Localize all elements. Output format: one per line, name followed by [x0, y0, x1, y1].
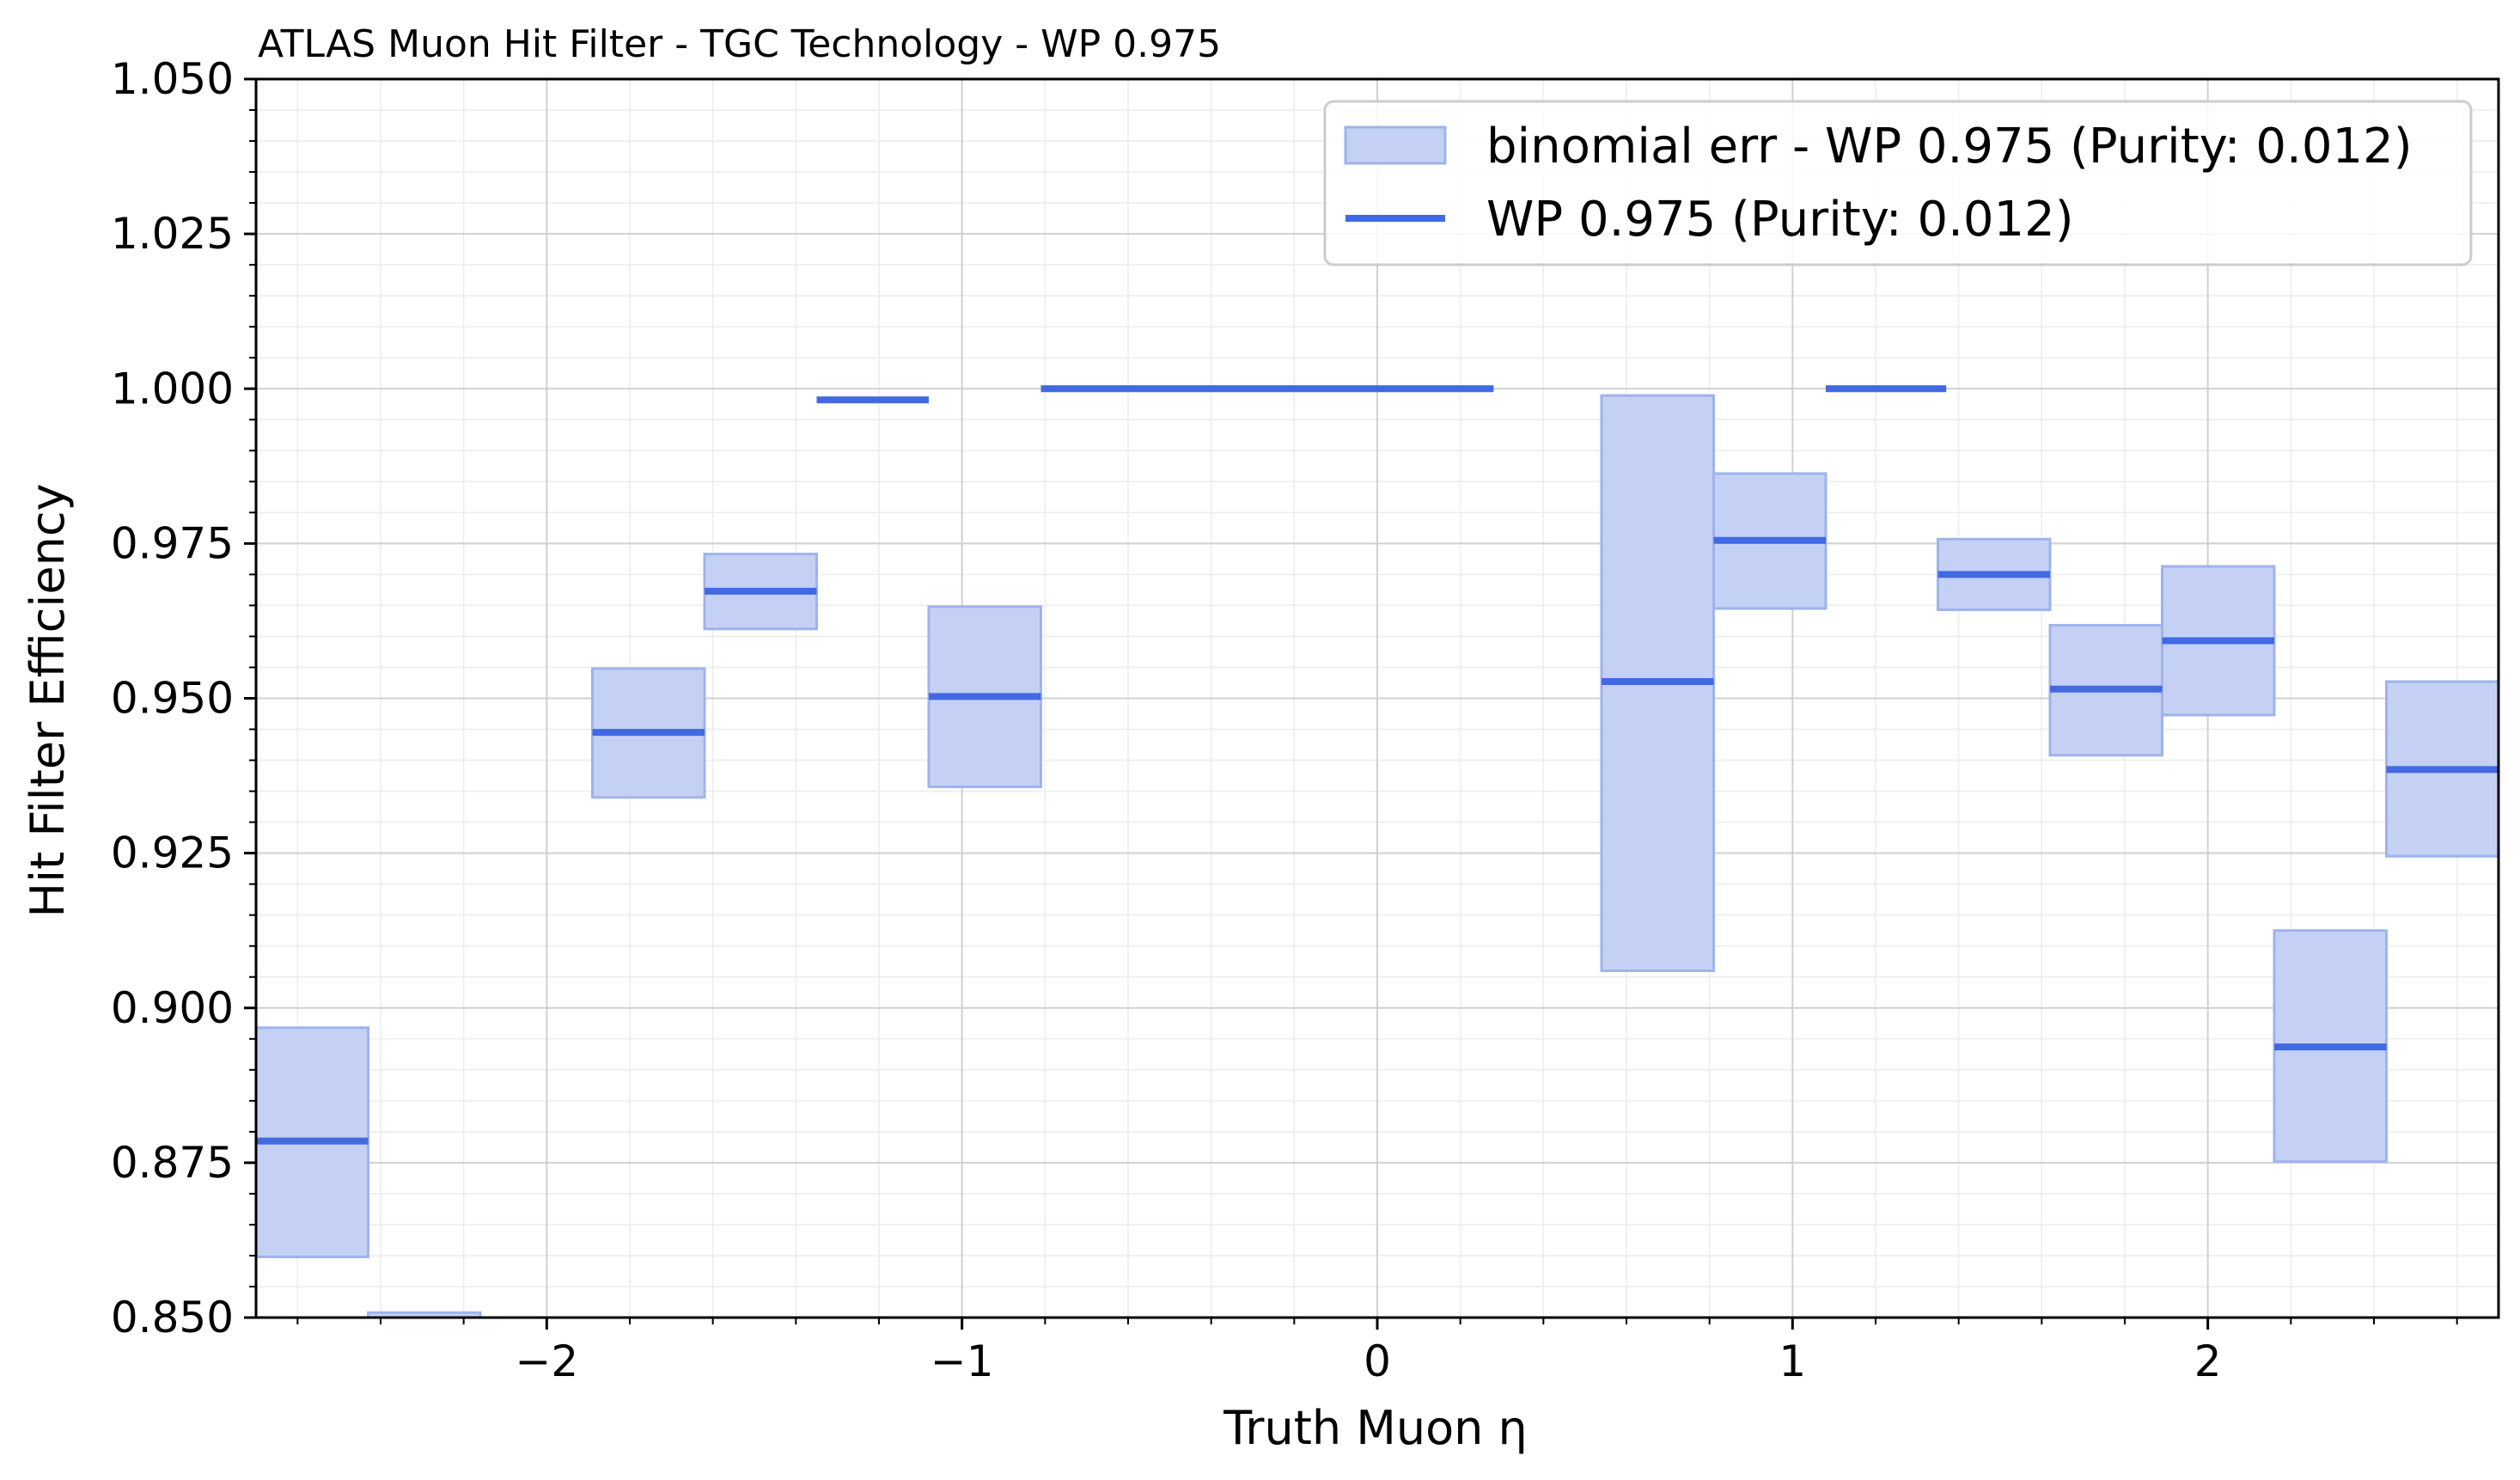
- axes: −2 −1 0 1 2 0.850 0.875 0.900 0.925 0.950 0.975 1.0…: [111, 54, 2500, 1386]
- chart-title: ATLAS Muon Hit Filter - TGC Technology -…: [258, 22, 1221, 66]
- legend-label-step-line: WP 0.975 (Purity: 0.012): [1486, 192, 2074, 248]
- efficiency-steps: [256, 385, 2499, 1145]
- x-tick-label: 0: [1364, 1336, 1391, 1386]
- legend-label-error-box: binomial err - WP 0.975 (Purity: 0.012): [1486, 119, 2413, 174]
- y-tick-label: 0.925: [111, 829, 234, 878]
- y-tick-label: 0.850: [111, 1293, 234, 1342]
- legend-frame: [1323, 100, 2473, 266]
- x-tick-label: 1: [1779, 1336, 1806, 1386]
- legend: binomial err - WP 0.975 (Purity: 0.012) …: [1323, 100, 2473, 266]
- x-axis-label: Truth Muon η: [1223, 1401, 1528, 1455]
- x-tick-label: 2: [2194, 1336, 2222, 1386]
- y-tick-label: 1.000: [111, 364, 234, 413]
- x-tick-label: −2: [515, 1336, 578, 1386]
- y-tick-label: 0.875: [111, 1138, 234, 1188]
- y-axis-label: Hit Filter Efficiency: [21, 484, 75, 918]
- y-tick-label: 1.050: [111, 54, 234, 104]
- y-tick-label: 0.900: [111, 983, 234, 1033]
- y-tick-label: 0.975: [111, 518, 234, 568]
- y-tick-label: 1.025: [111, 209, 234, 259]
- legend-swatch-error-box: [1344, 125, 1447, 165]
- x-tick-label: −1: [931, 1336, 994, 1386]
- y-tick-label: 0.950: [111, 674, 234, 724]
